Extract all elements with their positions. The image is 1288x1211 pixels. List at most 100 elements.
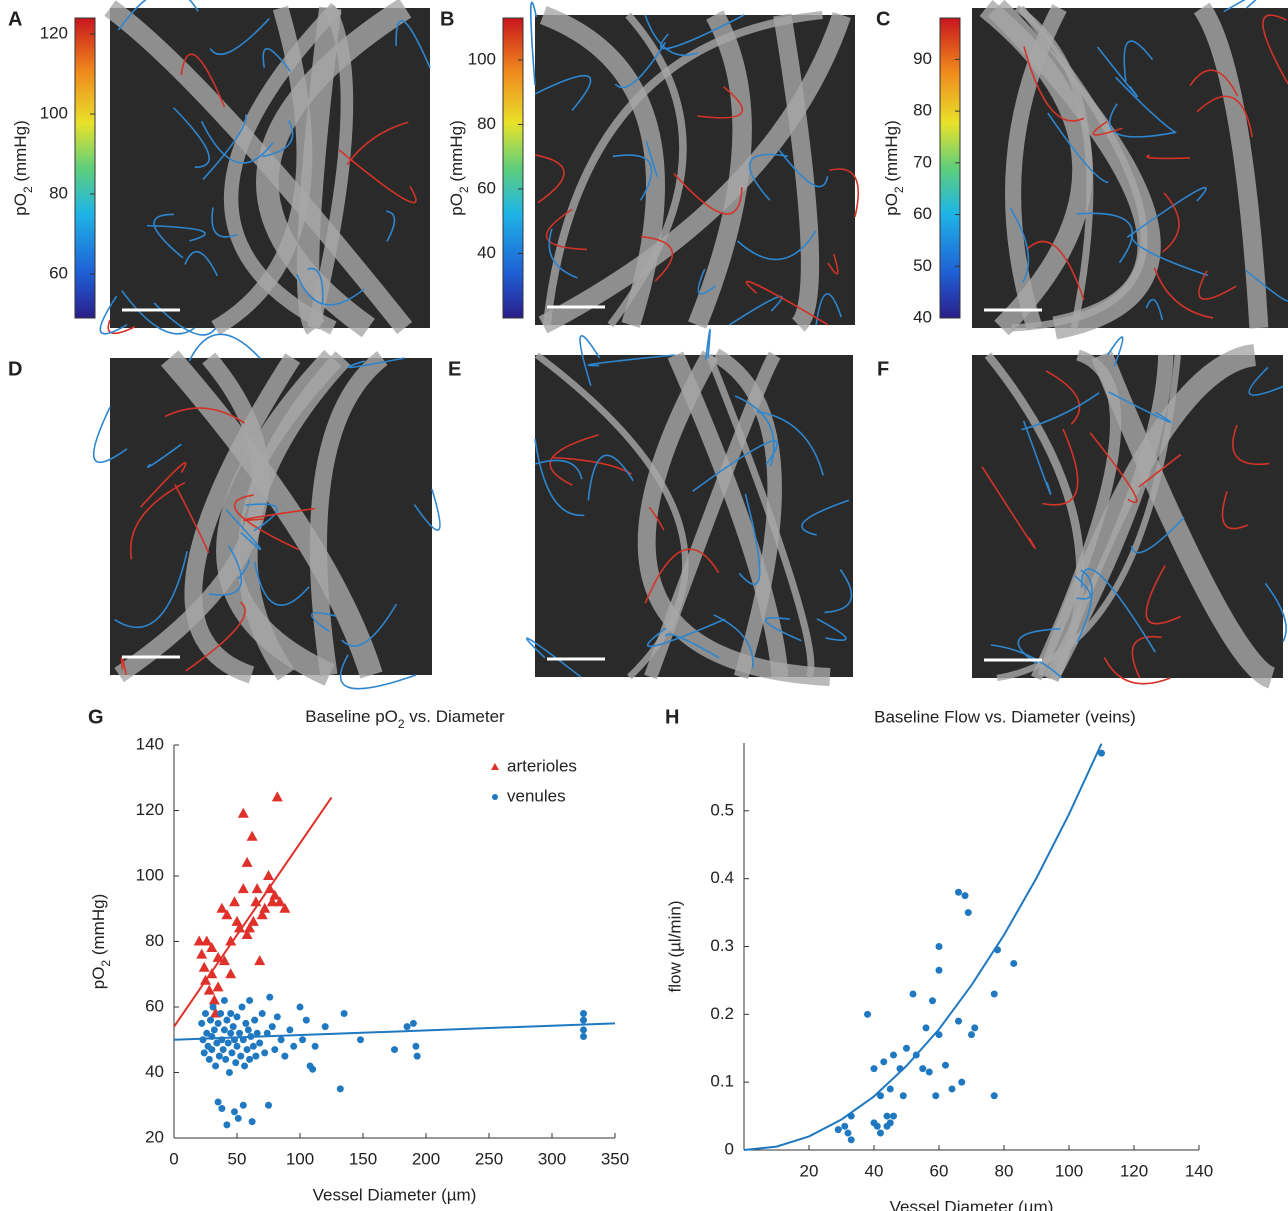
data-point (244, 922, 256, 933)
data-point (935, 1031, 943, 1039)
micrographs (92, 0, 1288, 690)
chart-title-part: vs. Diameter (405, 707, 505, 726)
vessel-trace (1221, 491, 1249, 530)
vessel (542, 11, 823, 326)
data-point (233, 1042, 241, 1050)
vessel-trace (1264, 582, 1287, 642)
data-point (964, 909, 972, 917)
data-point (206, 942, 218, 953)
data-point (258, 1010, 266, 1018)
y-axis-label-part: (mmHg) (882, 120, 901, 186)
vessel-trace (660, 14, 745, 50)
data-point (198, 1019, 206, 1027)
x-tick-label: 200 (412, 1149, 440, 1168)
vessel-trace (341, 603, 398, 647)
data-point (196, 948, 208, 959)
data-point (580, 1032, 587, 1040)
data-point (271, 1046, 279, 1054)
y-axis-label: pO2 (mmHg) (89, 894, 113, 989)
vessel-trace (697, 86, 744, 119)
vessel-trace (1198, 270, 1237, 300)
data-point (896, 1065, 904, 1073)
data-point (208, 994, 220, 1005)
vessel-trace (1145, 565, 1182, 625)
vessel-trace (824, 569, 853, 614)
data-point (870, 1065, 878, 1073)
vessel-trace (1189, 69, 1239, 97)
data-point (961, 892, 969, 900)
data-point (228, 896, 240, 907)
data-point (274, 896, 286, 907)
data-point (252, 1052, 260, 1060)
data-point (336, 1085, 344, 1093)
vessel-trace (1042, 428, 1079, 506)
y-axis-label-sub: 2 (892, 186, 906, 193)
data-point (890, 1051, 897, 1059)
data-point (223, 1016, 231, 1024)
data-point (264, 883, 276, 894)
y-tick-label: 140 (136, 734, 164, 753)
vessel-trace (208, 545, 243, 596)
data-point (218, 1105, 226, 1113)
x-tick-label: 60 (930, 1161, 949, 1180)
vessel-trace (146, 224, 206, 242)
data-point (296, 1003, 304, 1011)
panel-letter: G (88, 706, 104, 728)
vessel-trace (200, 120, 274, 164)
data-point (580, 1026, 587, 1034)
vessel-trace (778, 149, 829, 188)
y-tick-label: 80 (477, 114, 496, 133)
y-tick-label: 0.1 (710, 1072, 734, 1091)
data-point (230, 1036, 238, 1044)
data-point (253, 1029, 261, 1037)
data-point (1098, 749, 1105, 757)
data-point (241, 1062, 249, 1070)
vessel-trace (1022, 420, 1052, 495)
data-point (580, 1016, 587, 1024)
data-point (340, 1010, 348, 1018)
data-point (266, 993, 274, 1001)
data-point (227, 1010, 235, 1018)
data-point (261, 1049, 269, 1057)
data-point (265, 1101, 272, 1109)
y-tick-label: 0.2 (710, 1004, 734, 1023)
data-point (227, 1029, 235, 1037)
y-axis-label-sub: 2 (21, 186, 35, 193)
vessel-trace (1092, 120, 1123, 136)
data-point (968, 1031, 975, 1039)
data-point (311, 1042, 319, 1050)
vessel (607, 12, 687, 328)
data-point (958, 1078, 966, 1086)
vessel-trace (174, 484, 210, 554)
data-point (909, 990, 917, 998)
data-point (225, 1069, 233, 1076)
panel-letter: C (876, 8, 890, 30)
legend-marker (491, 763, 499, 770)
data-point (873, 1122, 881, 1130)
y-tick-label: 40 (477, 243, 496, 262)
data-point (929, 997, 936, 1005)
vessel-trace (646, 618, 726, 648)
vessel-trace (548, 228, 578, 279)
data-point (321, 1023, 329, 1031)
vessel-trace (146, 443, 182, 469)
vessel-trace (1026, 240, 1085, 301)
panel-letter: F (877, 358, 889, 380)
data-point (841, 1122, 849, 1130)
vessel-trace (202, 114, 247, 180)
data-point (935, 943, 943, 950)
data-point (403, 1023, 411, 1031)
vessel-trace (815, 293, 843, 326)
vessel-trace (1096, 46, 1138, 98)
data-point (880, 1058, 888, 1066)
y-tick-label: 80 (145, 931, 164, 950)
vessel-trace (748, 153, 789, 201)
vessel-trace (188, 333, 261, 362)
vessel-trace (296, 273, 365, 306)
fit-line (173, 796, 333, 1028)
legend-label: arterioles (507, 756, 577, 775)
vessel-trace (413, 489, 441, 531)
data-point (266, 896, 278, 907)
vessel-trace (172, 107, 210, 169)
data-point (990, 1092, 998, 1100)
